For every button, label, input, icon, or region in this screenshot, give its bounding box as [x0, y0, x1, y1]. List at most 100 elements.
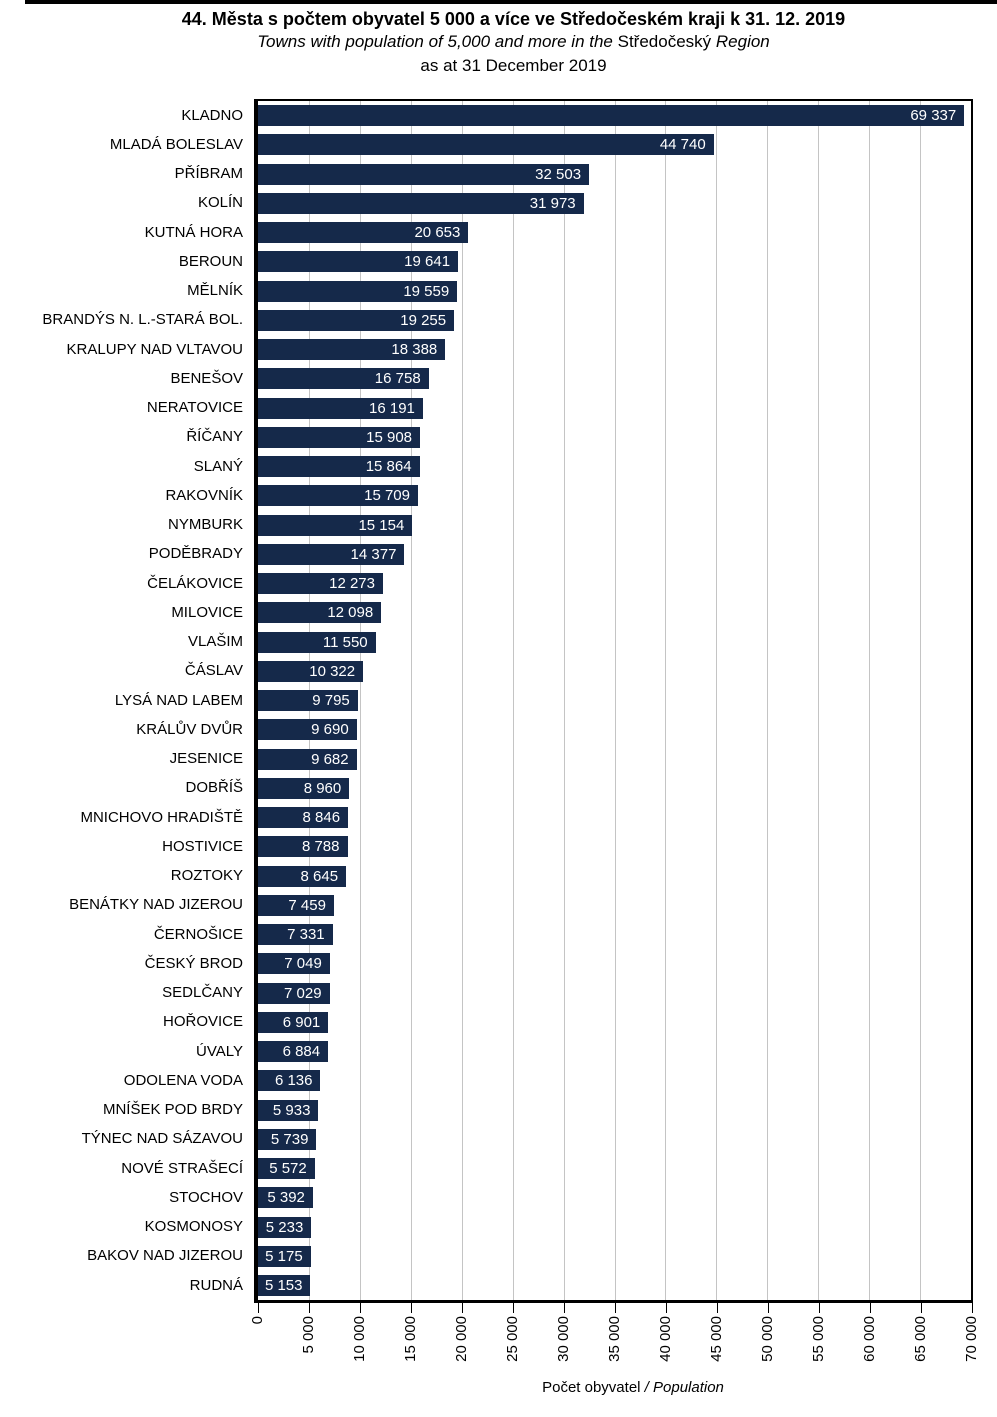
category-label: ODOLENA VODA [123, 1071, 243, 1089]
axis-tick-label: 15 000 [402, 1316, 419, 1362]
category-row: KOLÍN [0, 189, 250, 218]
category-row: ROZTOKY [0, 862, 250, 891]
category-row: ČÁSLAV [0, 657, 250, 686]
population-bar: 5 739 [258, 1128, 317, 1150]
axis-tick [513, 1303, 514, 1313]
bar-value-label: 69 337 [910, 107, 957, 125]
axis-tick-label: 50 000 [759, 1316, 776, 1362]
category-label: ROZTOKY [170, 867, 243, 885]
bar-row: 7 029 [258, 979, 971, 1008]
population-bar: 6 884 [258, 1041, 329, 1063]
category-label: MILOVICE [171, 603, 243, 621]
category-label: BRANDÝS N. L.-STARÁ BOL. [42, 311, 243, 329]
bar-row: 5 233 [258, 1213, 971, 1242]
gridline [920, 101, 922, 1300]
population-bar: 5 233 [258, 1216, 312, 1238]
category-label: KRÁLŮV DVŮR [136, 720, 243, 738]
category-row: ODOLENA VODA [0, 1066, 250, 1095]
axis-tick-label: 60 000 [861, 1316, 878, 1362]
category-row: LYSÁ NAD LABEM [0, 686, 250, 715]
category-label: DOBŘÍŠ [185, 779, 243, 797]
bar-value-label: 15 709 [364, 487, 410, 505]
category-row: ČELÁKOVICE [0, 569, 250, 598]
category-row: MNICHOVO HRADIŠTĚ [0, 803, 250, 832]
category-row: ČERNOŠICE [0, 920, 250, 949]
bar-row: 6 901 [258, 1008, 971, 1037]
category-label: KOSMONOSY [144, 1218, 243, 1236]
category-label: KUTNÁ HORA [144, 223, 243, 241]
bar-value-label: 15 908 [366, 428, 413, 446]
y-axis-line [254, 99, 258, 1303]
axis-tick [564, 1303, 565, 1313]
category-label: SLANÝ [193, 457, 243, 475]
category-row: NOVÉ STRAŠECÍ [0, 1154, 250, 1183]
chart-subtitle-date: as at 31 December 2019 [420, 56, 607, 75]
gridline [410, 101, 412, 1300]
bar-row: 8 645 [258, 862, 971, 891]
category-row: NERATOVICE [0, 394, 250, 423]
population-bar: 7 049 [258, 953, 330, 975]
population-bar: 44 740 [258, 134, 714, 156]
bar-row: 31 973 [258, 189, 971, 218]
gridline [359, 101, 361, 1300]
axis-tick-label: 10 000 [351, 1316, 368, 1362]
bar-value-label: 8 645 [300, 867, 339, 885]
category-label: MLADÁ BOLESLAV [109, 135, 243, 153]
bar-row: 69 337 [258, 101, 971, 130]
axis-tick-label: 0 [249, 1316, 266, 1325]
category-label: NYMBURK [167, 516, 243, 534]
population-bar: 15 908 [258, 426, 421, 448]
bar-value-label: 8 960 [303, 779, 342, 797]
category-label: KOLÍN [197, 194, 243, 212]
population-bar: 8 645 [258, 865, 347, 887]
axis-tick-label: 5 000 [300, 1316, 317, 1354]
bar-value-label: 9 795 [312, 692, 350, 710]
plot-border-top [254, 99, 973, 101]
bar-value-label: 5 175 [265, 1247, 303, 1265]
axis-tick [462, 1303, 463, 1313]
population-bar: 20 653 [258, 222, 469, 244]
category-row: KOSMONOSY [0, 1213, 250, 1242]
bar-row: 14 377 [258, 540, 971, 569]
population-bar: 12 098 [258, 602, 382, 624]
bar-row: 7 331 [258, 920, 971, 949]
population-bar: 6 901 [258, 1011, 329, 1033]
bar-row: 5 933 [258, 1096, 971, 1125]
axis-tick [258, 1303, 259, 1313]
axis-tick [309, 1303, 310, 1313]
population-bar: 16 191 [258, 397, 423, 419]
category-label: PŘÍBRAM [174, 165, 243, 183]
bar-row: 18 388 [258, 335, 971, 364]
bar-value-label: 19 559 [403, 282, 450, 300]
plot-area: 69 337 44 740 32 503 31 973 20 653 19 641 19 5… [258, 101, 971, 1300]
bar-value-label: 14 377 [350, 545, 397, 563]
category-label: BENEŠOV [170, 369, 243, 387]
bar-value-label: 5 933 [272, 1101, 311, 1119]
category-row: PODĚBRADY [0, 540, 250, 569]
bar-row: 44 740 [258, 130, 971, 159]
bar-value-label: 9 682 [311, 750, 349, 768]
category-label: HOSTIVICE [162, 837, 243, 855]
category-row: KLADNO [0, 101, 250, 130]
gridline [512, 101, 514, 1300]
population-bar: 10 322 [258, 660, 364, 682]
gridline [665, 101, 667, 1300]
bar-value-label: 8 846 [302, 809, 341, 827]
population-bar: 14 377 [258, 543, 405, 565]
category-row: RAKOVNÍK [0, 481, 250, 510]
population-bar: 31 973 [258, 192, 584, 214]
category-label: BEROUN [178, 252, 243, 270]
category-label: ŘÍČANY [186, 428, 243, 446]
bar-value-label: 12 098 [327, 604, 374, 622]
axis-tick [411, 1303, 412, 1313]
bar-value-label: 16 758 [374, 370, 421, 388]
axis-tick-label: 45 000 [708, 1316, 725, 1362]
category-label: TÝNEC NAD SÁZAVOU [81, 1130, 243, 1148]
category-row: SEDLČANY [0, 979, 250, 1008]
bar-row: 5 175 [258, 1242, 971, 1271]
category-label: STOCHOV [169, 1188, 243, 1206]
bar-row: 8 846 [258, 803, 971, 832]
bar-row: 6 136 [258, 1066, 971, 1095]
category-label: MNÍŠEK POD BRDY [102, 1101, 243, 1119]
gridline [818, 101, 820, 1300]
